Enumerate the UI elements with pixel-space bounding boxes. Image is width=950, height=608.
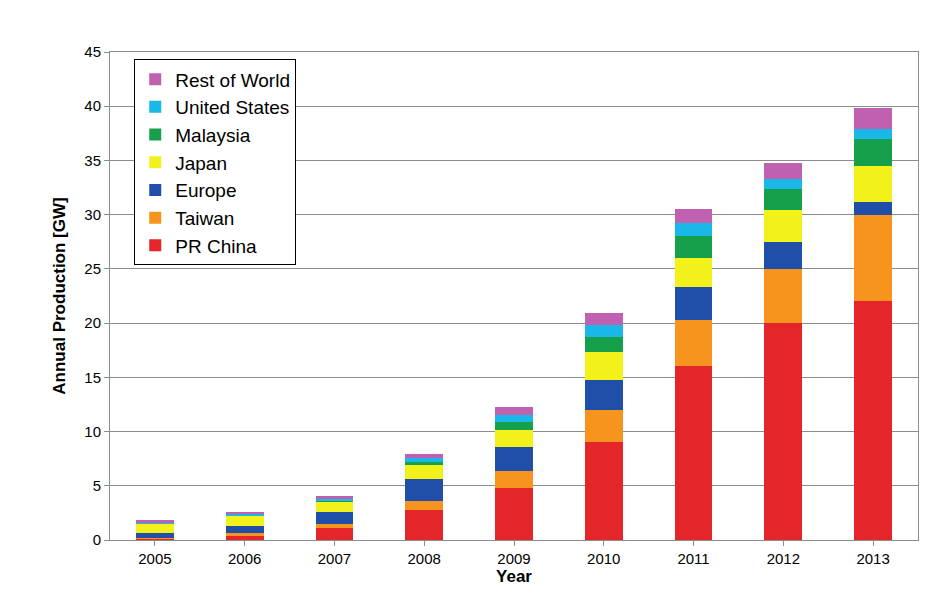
svg-text:Year: Year	[496, 567, 532, 586]
svg-text:5: 5	[93, 477, 101, 494]
svg-text:20: 20	[84, 314, 101, 331]
svg-text:2007: 2007	[318, 550, 351, 567]
svg-text:15: 15	[84, 369, 101, 386]
svg-text:2011: 2011	[677, 550, 709, 567]
svg-text:2008: 2008	[408, 550, 441, 567]
svg-text:Taiwan: Taiwan	[175, 208, 234, 229]
svg-text:25: 25	[84, 260, 101, 277]
svg-text:United States: United States	[175, 97, 289, 118]
svg-text:Rest of World: Rest of World	[175, 70, 290, 91]
svg-text:10: 10	[84, 423, 101, 440]
svg-text:Japan: Japan	[175, 153, 227, 174]
svg-text:2005: 2005	[138, 550, 171, 567]
svg-text:40: 40	[84, 97, 101, 114]
svg-text:2006: 2006	[228, 550, 261, 567]
svg-text:2010: 2010	[587, 550, 620, 567]
svg-text:Annual Production [GW]: Annual Production [GW]	[50, 197, 69, 394]
svg-text:45: 45	[84, 43, 101, 60]
svg-text:35: 35	[84, 152, 101, 169]
svg-text:Malaysia: Malaysia	[175, 125, 250, 146]
svg-text:PR China: PR China	[175, 236, 257, 257]
svg-text:2012: 2012	[767, 550, 800, 567]
svg-text:2009: 2009	[497, 550, 530, 567]
svg-text:2013: 2013	[856, 550, 889, 567]
svg-text:0: 0	[93, 531, 101, 548]
svg-text:30: 30	[84, 206, 101, 223]
svg-text:Europe: Europe	[175, 180, 236, 201]
